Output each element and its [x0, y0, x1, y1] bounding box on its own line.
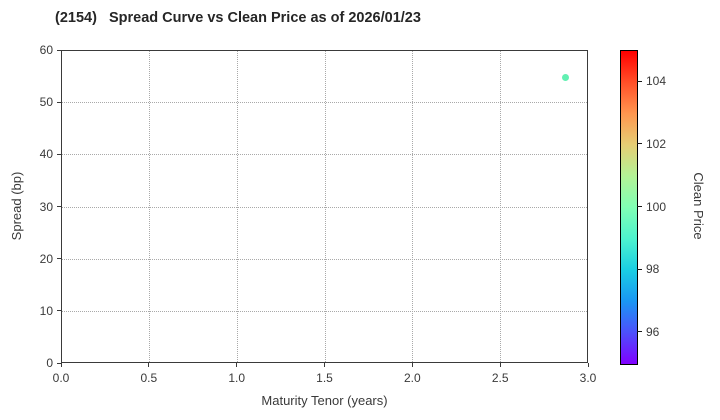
y-tick-label: 50	[39, 95, 53, 110]
x-tick-mark	[148, 363, 150, 367]
colorbar-tick-mark	[637, 331, 642, 333]
y-tick-mark	[57, 258, 61, 260]
x-tick-mark	[236, 363, 238, 367]
colorbar-gradient	[620, 50, 638, 365]
y-tick-label: 0	[46, 356, 53, 370]
x-tick-label: 3.0	[579, 371, 597, 385]
x-axis-label: Maturity Tenor (years)	[261, 393, 388, 408]
y-tick-label: 40	[39, 147, 53, 162]
colorbar-tick-mark	[637, 143, 642, 145]
y-tick-label: 10	[39, 303, 53, 318]
y-tick-mark	[57, 101, 61, 103]
x-tick-mark	[411, 363, 413, 367]
y-tick-label: 30	[39, 199, 53, 214]
x-tick-mark	[499, 363, 501, 367]
chart-title: (2154) Spread Curve vs Clean Price as of…	[55, 10, 421, 26]
colorbar-tick-label: 100	[646, 199, 667, 214]
colorbar-tick-mark	[637, 206, 642, 207]
colorbar-tick-mark	[637, 80, 642, 82]
y-tick-mark	[57, 153, 61, 155]
colorbar-tick-label: 102	[646, 136, 667, 151]
colorbar-tick-label: 98	[646, 262, 660, 277]
y-tick-mark	[57, 49, 61, 51]
horizontal-gridline	[62, 154, 587, 156]
x-tick-label: 1.5	[316, 371, 333, 385]
x-tick-mark	[60, 363, 62, 367]
colorbar-tick-mark	[637, 268, 642, 270]
y-tick-label: 60	[39, 43, 53, 57]
x-tick-mark	[324, 363, 325, 367]
y-tick-mark	[57, 310, 61, 312]
x-tick-label: 2.5	[491, 371, 509, 385]
horizontal-gridline	[62, 206, 587, 208]
horizontal-gridline	[62, 310, 587, 312]
y-tick-mark	[57, 206, 61, 207]
x-tick-label: 0.5	[140, 371, 158, 385]
y-tick-mark	[57, 362, 61, 364]
x-tick-label: 1.0	[228, 371, 245, 385]
colorbar-tick-label: 104	[646, 74, 667, 89]
scatter-data-point	[561, 74, 569, 82]
horizontal-gridline	[62, 258, 587, 260]
x-tick-label: 2.0	[403, 371, 421, 385]
colorbar-label: Clean Price	[691, 172, 706, 240]
x-tick-label: 0.0	[52, 371, 70, 385]
x-tick-mark	[587, 363, 589, 367]
colorbar-tick-label: 96	[646, 324, 660, 339]
horizontal-gridline	[62, 102, 587, 104]
y-tick-label: 20	[39, 251, 53, 266]
